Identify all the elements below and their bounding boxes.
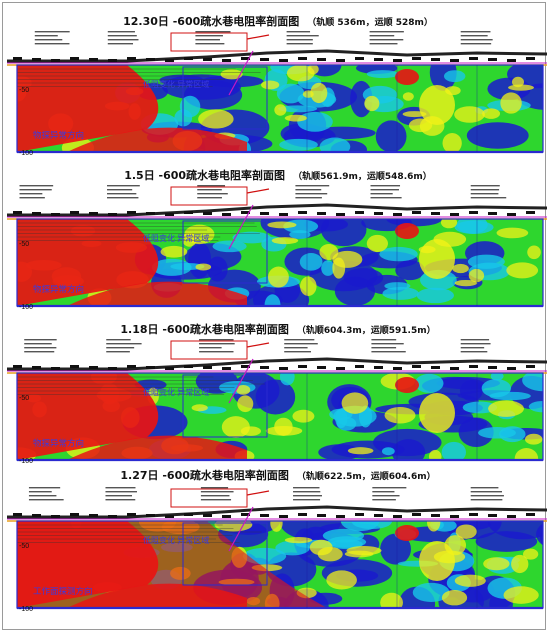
roadway-profile [7, 203, 547, 220]
panel-title: 1.18日 -600疏水巷电阻率剖面图 （轨顺604.3m，运顺591.5m） [7, 321, 549, 337]
anomaly-area-label: 低阻变化 异常区域 [143, 233, 209, 243]
profile-panel-1: 12.30日 -600疏水巷电阻率剖面图 （轨顺 536m，运顺 528m） -50… [7, 9, 549, 161]
zone-direction-label: 工作面探测方向 [33, 586, 93, 596]
station-annotations [34, 31, 493, 52]
resistivity-anomalies [17, 521, 543, 608]
anomaly-area-label: 低阻变化 异常区域 [143, 79, 209, 89]
panel-title: 12.30日 -600疏水巷电阻率剖面图 （轨顺 536m，运顺 528m） [7, 13, 549, 29]
depth-tick-label: -100 [19, 304, 33, 311]
roadway-profile [7, 505, 547, 522]
resistivity-section: -50 -100 物探异常方向 低阻变化 异常区域 [7, 31, 547, 157]
survey-callout-box [170, 340, 248, 360]
panel-title: 1.27日 -600疏水巷电阻率剖面图 （轨顺622.5m，运顺604.6m） [7, 467, 549, 483]
roadway-profile [7, 49, 547, 66]
zone-direction-label: 物探异常方向 [33, 284, 84, 294]
station-annotations [24, 339, 491, 360]
survey-callout-box [170, 186, 248, 206]
resistivity-section: -50 -100 工作面探测方向 低阻变化 异常区域 [7, 487, 547, 613]
depth-tick-label: -100 [19, 458, 33, 465]
panel-title: 1.5日 -600疏水巷电阻率剖面图 （轨顺561.9m，运顺548.6m） [7, 167, 549, 183]
panel-title-text: 1.5日 -600疏水巷电阻率剖面图 [124, 169, 286, 182]
anomaly-area-label: 低阻变化 异常区域 [143, 387, 209, 397]
panel-subtitle: （轨顺604.3m，运顺591.5m） [296, 326, 436, 336]
anomaly-frame [182, 522, 268, 586]
depth-tick-label: -50 [19, 87, 29, 94]
resistivity-anomalies [17, 65, 543, 152]
station-annotations [28, 487, 504, 508]
depth-tick-label: -50 [19, 543, 29, 550]
survey-callout-box [170, 32, 248, 52]
panel-subtitle: （轨顺561.9m，运顺548.6m） [293, 172, 432, 182]
depth-tick-label: -50 [19, 395, 29, 402]
resistivity-anomalies [17, 373, 543, 460]
resistivity-section: -50 -100 物探异常方向 低阻变化 异常区域 [7, 185, 547, 311]
depth-tick-label: -100 [19, 606, 33, 613]
panel-title-text: 12.30日 -600疏水巷电阻率剖面图 [123, 15, 300, 28]
profile-panel-3: 1.18日 -600疏水巷电阻率剖面图 （轨顺604.3m，运顺591.5m） -5… [7, 317, 549, 469]
profile-panel-4: 1.27日 -600疏水巷电阻率剖面图 （轨顺622.5m，运顺604.6m） -5… [7, 465, 549, 617]
station-annotations [19, 185, 507, 206]
anomaly-frame [182, 220, 268, 284]
panel-subtitle: （轨顺 536m，运顺 528m） [307, 18, 433, 28]
survey-callout-box [170, 488, 248, 508]
panel-title-text: 1.18日 -600疏水巷电阻率剖面图 [120, 323, 289, 336]
profile-panel-2: 1.5日 -600疏水巷电阻率剖面图 （轨顺561.9m，运顺548.6m） -50… [7, 163, 549, 315]
anomaly-frame [182, 374, 268, 438]
roadway-profile [7, 357, 547, 374]
resistivity-section: -50 -100 物探异常方向 低阻变化 异常区域 [7, 339, 547, 465]
depth-tick-label: -100 [19, 150, 33, 157]
zone-direction-label: 物探异常方向 [33, 130, 84, 140]
depth-tick-label: -50 [19, 241, 29, 248]
panel-title-text: 1.27日 -600疏水巷电阻率剖面图 [120, 469, 289, 482]
anomaly-area-label: 低阻变化 异常区域 [143, 535, 209, 545]
resistivity-anomalies [17, 219, 541, 306]
anomaly-frame [182, 66, 268, 130]
zone-direction-label: 物探异常方向 [33, 438, 84, 448]
panel-subtitle: （轨顺622.5m，运顺604.6m） [296, 472, 436, 482]
